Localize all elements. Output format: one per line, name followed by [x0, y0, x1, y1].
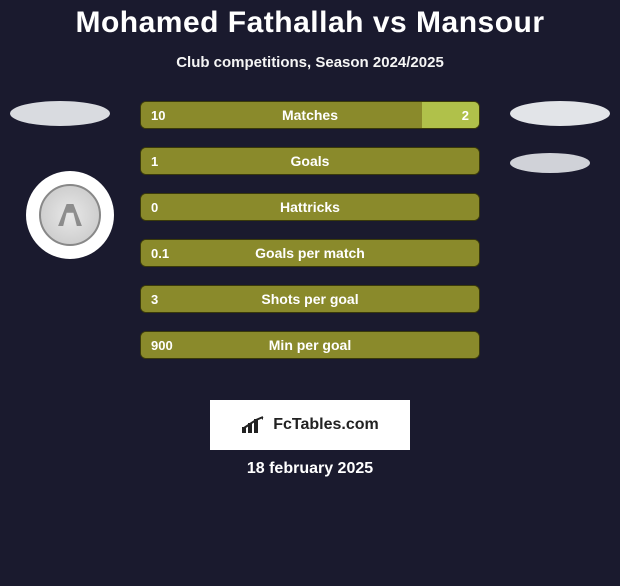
stat-row: 3Shots per goal	[140, 285, 480, 313]
stat-right-value: 2	[422, 102, 479, 128]
page-title: Mohamed Fathallah vs Mansour	[0, 6, 620, 40]
left-club-ellipse	[10, 101, 110, 126]
stat-left-value: 900	[141, 332, 479, 358]
stat-left-value: 3	[141, 286, 479, 312]
stat-bars: 102Matches 1Goals 0Hattricks 0.1Goals per m…	[140, 101, 480, 377]
right-club-ellipse-2	[510, 153, 590, 173]
right-club-ellipse	[510, 101, 610, 126]
stat-left-value: 0.1	[141, 240, 479, 266]
player-badge	[26, 171, 114, 259]
brand-icon	[241, 415, 269, 435]
stat-row: 0Hattricks	[140, 193, 480, 221]
stat-left-value: 1	[141, 148, 479, 174]
stat-row: 102Matches	[140, 101, 480, 129]
subtitle: Club competitions, Season 2024/2025	[0, 54, 620, 71]
player-badge-emblem	[39, 184, 101, 246]
stat-row: 900Min per goal	[140, 331, 480, 359]
date-text: 18 february 2025	[0, 460, 620, 478]
brand-box: FcTables.com	[210, 400, 410, 450]
stat-left-value: 0	[141, 194, 479, 220]
brand-text: FcTables.com	[273, 416, 379, 434]
stat-left-value: 10	[141, 102, 422, 128]
stat-row: 0.1Goals per match	[140, 239, 480, 267]
comparison-area: 102Matches 1Goals 0Hattricks 0.1Goals per m…	[0, 101, 620, 401]
stat-row: 1Goals	[140, 147, 480, 175]
